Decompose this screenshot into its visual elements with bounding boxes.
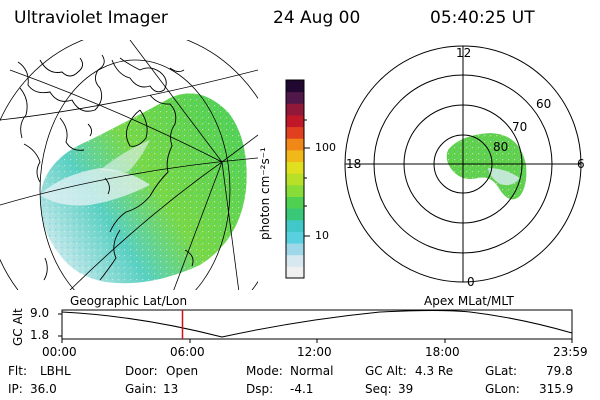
filter-key: Flt: [8,364,27,378]
geographic-map [0,40,258,290]
colorbar-segment [286,231,304,244]
colorbar-segment [286,103,304,116]
time-tick-0000: 00:00 [42,345,77,359]
altitude-ytick-low: 1.8 [30,328,50,342]
colorbar-segment [286,138,304,151]
mode-value: Normal [290,364,334,378]
mlt-label-12: 12 [456,46,472,60]
glat-value: 79.8 [546,364,573,378]
dsp-key: Dsp: [246,382,274,396]
altitude-plot [58,309,573,343]
mlat-label-70: 70 [512,120,528,134]
colorbar-segment [286,161,304,174]
colorbar-ticks [304,119,310,237]
time-label: 05:40:25 UT [430,8,535,28]
colorbar-segment [286,254,304,267]
time-tick-0600: 06:00 [170,345,205,359]
glon-value: 315.9 [539,382,574,396]
colorbar-segment [286,184,304,197]
gain-value: 13 [163,382,179,396]
mode-key: Mode: [246,364,283,378]
mlat-label-80: 80 [493,140,509,154]
filter-value: LBHL [40,364,71,378]
colorbar-segment [286,126,304,139]
colorbar-tick-10: 10 [315,229,329,242]
gcalt-key: GC Alt: [365,364,407,378]
latlon-grid [0,40,258,290]
dsp-value: -4.1 [290,382,314,396]
altitude-xticks [58,313,573,343]
instrument-title: Ultraviolet Imager [14,8,168,28]
altitude-ylabel: GC Alt [11,308,25,346]
colorbar-segment [286,266,304,279]
seq-key: Seq: [365,382,392,396]
mlt-label-18: 18 [346,157,362,171]
time-tick-2359: 23:59 [553,345,588,359]
colorbar [285,79,305,279]
geographic-panel-label: Geographic Lat/Lon [70,294,188,308]
colorbar-segment [286,114,304,128]
seq-value: 39 [398,382,414,396]
colorbar-unit-label: photon cm⁻²s⁻¹ [258,147,272,240]
altitude-ytick-high: 9.0 [30,306,50,320]
coastlines [17,54,194,281]
time-tick-1200: 12:00 [297,345,332,359]
altitude-curve [61,310,573,338]
glat-key: GLat: [485,364,518,378]
mlat-label-60: 60 [536,97,552,111]
colorbar-segment [286,80,304,93]
ip-key: IP: [8,382,23,396]
glon-key: GLon: [485,382,520,396]
gcalt-value: 4.3 Re [415,364,454,378]
colorbar-segment [286,196,304,209]
door-value: Open [166,364,199,378]
mlt-label-6: 6 [577,157,585,171]
polar-plot [344,45,582,283]
colorbar-frame [285,79,305,279]
colorbar-segment [286,173,304,186]
apex-panel-label: Apex MLat/MLT [424,294,514,308]
gain-key: Gain: [125,382,157,396]
colorbar-segment [286,219,304,232]
door-key: Door: [125,364,158,378]
colorbar-segment [286,91,304,104]
time-tick-1800: 18:00 [425,345,460,359]
date-label: 24 Aug 00 [273,8,361,28]
colorbar-segment [286,149,304,163]
colorbar-tick-100: 100 [315,141,336,154]
ip-value: 36.0 [30,382,57,396]
colorbar-segment [286,243,304,256]
polar-grid [345,46,581,282]
colorbar-segment [286,208,304,221]
mlt-label-0: 0 [467,275,475,289]
